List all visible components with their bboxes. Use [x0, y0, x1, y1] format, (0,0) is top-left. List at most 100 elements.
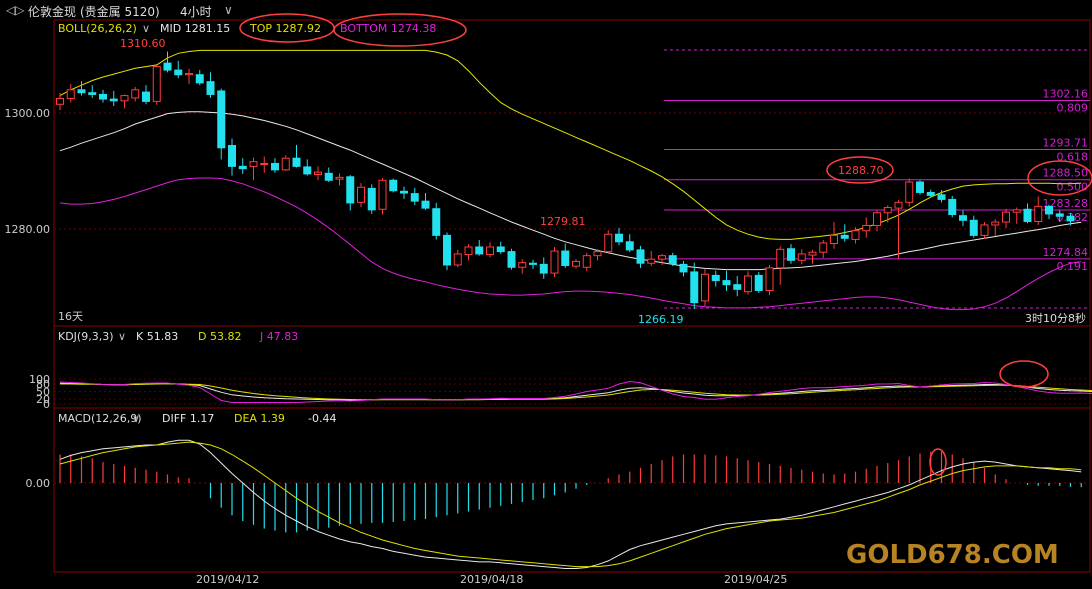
candle-body — [1002, 211, 1010, 223]
kdj-j-line — [59, 380, 1092, 403]
candle-body — [378, 179, 387, 210]
kdj-axis-tick: 80 — [36, 378, 50, 391]
chevron-down-icon[interactable]: ∨ — [118, 330, 126, 343]
fib-annotation-circle — [1027, 160, 1092, 196]
macd-diff-line — [59, 439, 1082, 569]
boll-legend-name[interactable]: BOLL(26,26,2) — [58, 22, 137, 35]
kdj-axis-tick: 100 — [29, 373, 50, 386]
chevron-down-icon[interactable]: ∨ — [132, 412, 140, 425]
candle-body — [550, 250, 559, 274]
candle-body — [572, 260, 580, 267]
back-forward-icon[interactable]: ◁▷ — [6, 3, 25, 17]
candle-body — [303, 166, 312, 175]
candle-body — [690, 271, 699, 304]
chevron-down-icon[interactable]: ∨ — [142, 22, 150, 35]
candle-body — [99, 93, 107, 100]
candle-body — [733, 284, 742, 290]
kdj-axis-tick: 50 — [36, 386, 50, 399]
kdj-axis-tick: 0 — [43, 398, 50, 411]
candle-body — [260, 162, 269, 165]
candle-body — [443, 234, 451, 266]
fib-price-label: 1274.84 — [1043, 246, 1089, 259]
candle-body — [937, 194, 946, 200]
candle-body — [593, 251, 602, 257]
candle-body — [1045, 205, 1053, 215]
candle-body — [787, 248, 795, 261]
candle-body — [486, 246, 494, 256]
candle-body — [1034, 205, 1043, 222]
candle-body — [475, 246, 484, 255]
candle-body — [314, 171, 322, 175]
candle-body — [496, 246, 505, 253]
candle-body — [636, 249, 645, 264]
candle-body — [206, 81, 215, 95]
candle-body — [1012, 209, 1021, 213]
macd-dea-line — [59, 441, 1082, 568]
candle-body — [77, 89, 86, 94]
window-header: ◁▷ 伦敦金现 (贵金属 5120) 4小时 ∨ — [0, 0, 1092, 20]
date-label-2: 2019/04/18 — [460, 573, 523, 586]
fib-ratio-label: 0.618 — [1057, 150, 1089, 163]
candle-body — [905, 181, 914, 203]
candle-body — [410, 193, 419, 202]
period-selector[interactable]: 4小时 — [180, 5, 212, 19]
price-label-peak: 1288.70 — [838, 164, 884, 177]
instrument-name: 伦敦金现 — [28, 5, 77, 19]
candle-body — [722, 280, 731, 286]
candle-body — [185, 73, 193, 76]
candle-body — [66, 89, 75, 100]
instrument-sub: (贵金属 5120) — [80, 5, 160, 19]
candle-body — [991, 221, 1000, 226]
macd-legend-name[interactable]: MACD(12,26,9) — [58, 412, 142, 425]
candle-body — [529, 262, 537, 265]
fib-ratio-label: 0.809 — [1057, 101, 1089, 114]
candle-body — [625, 241, 634, 251]
candle-body — [421, 200, 430, 209]
chevron-down-icon[interactable]: ∨ — [224, 3, 233, 17]
candle-body — [109, 98, 118, 102]
price-label-1279: 1279.81 — [540, 215, 586, 228]
watermark: GOLD678.COM — [846, 540, 1059, 570]
candle-body — [432, 208, 441, 236]
candle-body — [228, 144, 236, 167]
macd-axis-zero: 0.00 — [26, 477, 51, 490]
price-label-low: 1266.19 — [638, 313, 684, 326]
fib-price-label: 1288.50 — [1043, 167, 1089, 180]
candle-body — [324, 172, 333, 181]
chart-frame — [53, 19, 1091, 573]
candle-body — [701, 273, 709, 302]
candle-body — [980, 224, 989, 236]
candle-body — [873, 212, 881, 227]
candle-body — [174, 69, 183, 76]
candle-body — [754, 274, 763, 291]
candle-body — [862, 225, 871, 232]
fib-ratio-label: 0.191 — [1057, 260, 1089, 273]
kdj-axis-tick: 20 — [36, 393, 50, 406]
macd-legend-value: -0.44 — [308, 412, 336, 425]
candle-body — [916, 181, 924, 193]
candle-body — [679, 263, 688, 273]
candle-body — [948, 198, 957, 215]
kdj-legend-d: D 53.82 — [198, 330, 241, 343]
candle-body — [88, 92, 97, 95]
candle-body — [271, 162, 279, 171]
candle-body — [668, 255, 677, 265]
candle-body — [711, 274, 720, 282]
candle-body — [840, 234, 849, 239]
kdj-legend-name[interactable]: KDJ(9,3,3) — [58, 330, 114, 343]
kdj-legend-j: J 47.83 — [259, 330, 298, 343]
candle-body — [217, 90, 226, 149]
axis-tick-1300: 1300.00 — [5, 107, 51, 120]
boll-legend-top: TOP 1287.92 — [249, 22, 321, 35]
candle-body — [131, 89, 140, 99]
candle-body — [249, 161, 258, 167]
candle-body — [1055, 213, 1064, 217]
fib-price-label: 1293.71 — [1043, 136, 1089, 149]
candle-body — [830, 234, 838, 245]
candle-body — [539, 263, 548, 274]
candlesticks — [56, 51, 1075, 310]
fib-price-label: 1302.16 — [1043, 87, 1089, 100]
date-label-1: 2019/04/12 — [196, 573, 259, 586]
